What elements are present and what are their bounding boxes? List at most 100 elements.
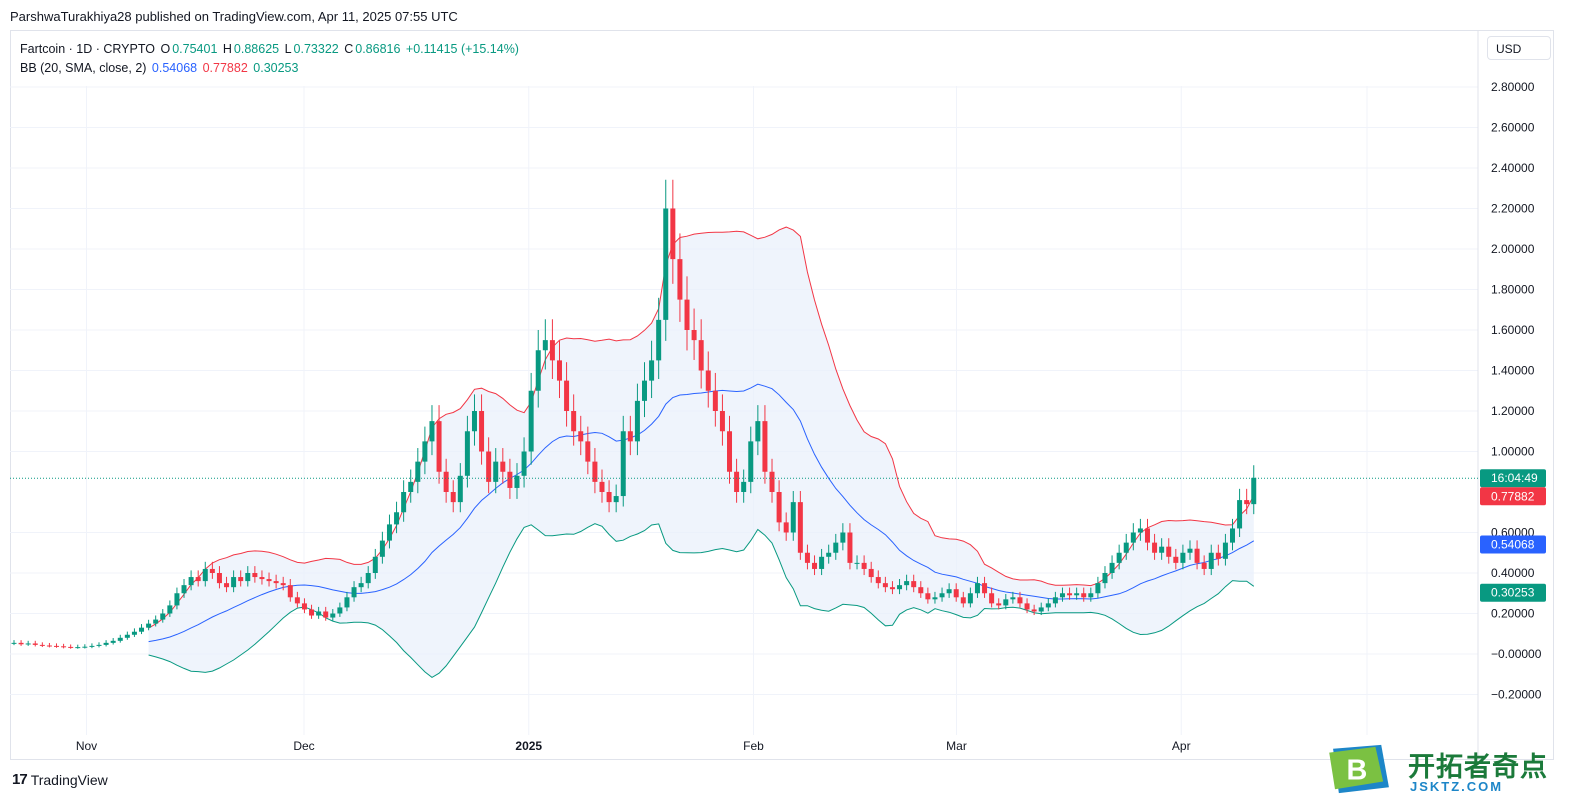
bollinger-bands: [148, 226, 1255, 679]
candle-up: [337, 607, 343, 614]
candle-up: [1045, 603, 1051, 608]
candle-up: [202, 568, 208, 582]
candle-down: [889, 587, 895, 590]
x-tick-label: Dec: [293, 739, 314, 753]
candle-up: [365, 573, 371, 584]
candle-down: [238, 577, 244, 582]
candle-down: [960, 597, 966, 604]
candle-down: [266, 579, 272, 582]
candle-up: [11, 642, 17, 644]
candle-up: [790, 502, 796, 533]
candle-down: [585, 441, 591, 462]
bb-lower-line: [148, 523, 1255, 679]
ohlc-row: Fartcoin · 1D · CRYPTO O 0.75401 H 0.88625…: [20, 40, 521, 59]
low-label: L: [284, 42, 292, 56]
candle-up: [131, 631, 137, 635]
candle-up: [542, 340, 548, 351]
y-tick-label: 1.60000: [1491, 323, 1535, 337]
candle-up: [1003, 599, 1009, 606]
bb-upper-value: 0.77882: [202, 61, 248, 75]
candle-down: [287, 585, 293, 598]
candle-up: [401, 492, 407, 513]
bb-fill: [148, 227, 1254, 678]
candle-down: [39, 644, 45, 646]
bb-upper-line: [148, 226, 1255, 629]
bb-label[interactable]: BB (20, SMA, close, 2): [20, 61, 147, 75]
candle-down: [259, 577, 265, 580]
chart-legend: Fartcoin · 1D · CRYPTO O 0.75401 H 0.88625…: [20, 40, 521, 78]
bb-lower-tag-bg: [1480, 583, 1546, 602]
candle-up: [139, 627, 145, 632]
candle-up: [620, 431, 626, 497]
watermark-b-icon: B: [1329, 744, 1389, 794]
candle-up: [535, 350, 541, 391]
candle-down: [1194, 548, 1200, 563]
candle-down: [1081, 593, 1087, 598]
candle-up: [967, 593, 973, 604]
candle-up: [429, 421, 435, 442]
last-price-tag-bg: [1480, 469, 1546, 488]
candle-up: [1116, 552, 1122, 563]
watermark-letter: B: [1347, 755, 1368, 787]
candle-up: [103, 642, 109, 645]
candle-down: [684, 299, 690, 330]
candle-down: [762, 421, 768, 472]
candle-up: [89, 645, 95, 647]
bb-basis-tag-bg: [1480, 535, 1546, 554]
bb-basis-value: 0.54068: [151, 61, 198, 75]
candle-up: [408, 481, 414, 492]
candle-down: [599, 481, 605, 492]
candle-down: [875, 577, 881, 584]
candle-down: [1024, 603, 1030, 610]
candle-down: [776, 492, 782, 523]
candle-up: [1102, 573, 1108, 584]
candle-up: [344, 597, 350, 608]
candle-up: [1137, 528, 1143, 533]
candle-up: [82, 646, 88, 648]
y-tick-label: 1.40000: [1491, 364, 1535, 378]
watermark-cn-text: 开拓者奇点: [1408, 752, 1548, 783]
candle-down: [436, 421, 442, 472]
candle-down: [323, 611, 329, 618]
candle-up: [1109, 562, 1115, 573]
candle-down: [918, 587, 924, 594]
candle-down: [571, 411, 577, 432]
y-tick-label: 2.80000: [1491, 80, 1535, 94]
candle-up: [904, 581, 910, 586]
candle-down: [705, 370, 711, 391]
candle-down: [564, 380, 570, 411]
candle-up: [358, 583, 364, 588]
high-value: 0.88625: [233, 42, 280, 56]
candle-down: [769, 471, 775, 492]
candle-down: [989, 593, 995, 604]
candle-down: [1173, 556, 1179, 563]
candle-up: [160, 613, 166, 620]
candle-up: [1180, 552, 1186, 563]
currency-button[interactable]: USD: [1487, 36, 1551, 60]
candle-up: [897, 585, 903, 590]
candle-down: [1152, 542, 1158, 553]
candle-up: [1088, 593, 1094, 598]
tradingview-logo[interactable]: 17 TradingView: [12, 771, 108, 788]
candle-up: [1123, 542, 1129, 553]
candle-up: [748, 441, 754, 482]
candle-down: [500, 461, 506, 472]
candle-down: [224, 583, 230, 588]
candle-up: [939, 593, 945, 598]
y-axis: 2.80000 2.60000 2.40000 2.20000 2.00000 1.800…: [1477, 30, 1542, 760]
y-tick-label: 0.20000: [1491, 607, 1535, 621]
symbol-label[interactable]: Fartcoin · 1D · CRYPTO: [20, 42, 155, 56]
candle-up: [471, 411, 477, 432]
close-value: 0.86816: [355, 42, 401, 56]
candle-up: [330, 613, 336, 618]
candle-down: [486, 451, 492, 482]
candle-up: [1038, 607, 1044, 612]
candle-up: [1159, 546, 1165, 553]
candle-down: [18, 642, 24, 645]
candle-down: [861, 562, 867, 569]
candle-down: [712, 390, 718, 411]
candle-up: [153, 619, 159, 624]
bb-lower-tag-text: 0.30253: [1491, 586, 1535, 600]
watermark-url: JSKTZ.COM: [1410, 779, 1504, 794]
